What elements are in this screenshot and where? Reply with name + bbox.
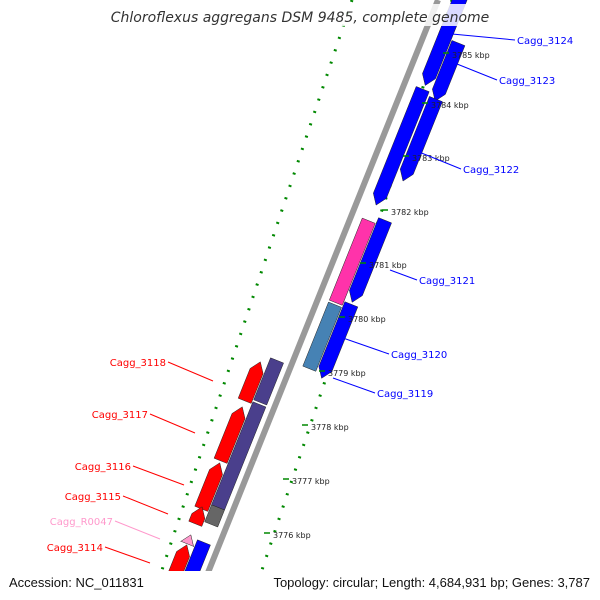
guide-dots-left [150, 0, 354, 600]
gene-feature-segment-9[interactable] [237, 361, 264, 404]
gene-feature-Cagg_3123[interactable] [432, 40, 466, 102]
tick-label: 3777 kbp [292, 477, 330, 486]
gene-feature-Cagg_3115[interactable] [204, 504, 225, 528]
gene-label-cagg_3116[interactable]: Cagg_3116 [75, 462, 131, 473]
accession-text: Accession: NC_011831 [9, 575, 144, 590]
leader-line [342, 337, 390, 355]
gene-label-cagg_3115[interactable]: Cagg_3115 [65, 492, 121, 503]
gene-feature-Cagg_3120[interactable] [302, 301, 342, 372]
leader-line [418, 151, 462, 170]
gene-label-cagg_3118[interactable]: Cagg_3118 [110, 358, 166, 369]
gene-label-cagg_3120[interactable]: Cagg_3120 [391, 350, 447, 361]
gene-label-cagg_3121[interactable]: Cagg_3121 [419, 276, 475, 287]
leader-line [149, 413, 196, 434]
gene-feature-segment-11[interactable] [213, 406, 246, 464]
leader-line [114, 520, 161, 540]
gene-feature-Cagg_3122[interactable] [373, 86, 430, 206]
gene-feature-segment-14[interactable] [188, 506, 206, 527]
gene-feature-Cagg_3121[interactable] [349, 217, 392, 303]
leader-line [104, 546, 151, 564]
leader-line [451, 33, 516, 41]
tick-label: 3781 kbp [369, 261, 407, 270]
gene-label-cagg_r0047[interactable]: Cagg_R0047 [50, 517, 113, 528]
leader-line [451, 61, 498, 81]
gene-feature-Cagg_R0047[interactable] [180, 534, 195, 548]
tick-label: 3784 kbp [431, 101, 469, 110]
tick-label: 3778 kbp [311, 423, 349, 432]
tick-label: 3780 kbp [348, 315, 386, 324]
tick-label: 3776 kbp [273, 531, 311, 540]
leader-line [122, 495, 169, 515]
tick-label: 3779 kbp [328, 369, 366, 378]
tick-label: 3785 kbp [452, 51, 490, 60]
kbp-ticks: 3785 kbp 3784 kbp 3783 kbp 3782 kbp 3781 kbp… [246, 51, 490, 594]
gene-feature-segment-3[interactable] [399, 96, 443, 182]
leader-line [389, 269, 418, 281]
tick-label: 3783 kbp [412, 154, 450, 163]
gene-labels: Cagg_3124 Cagg_3123 Cagg_3122 Cagg_3121 Cagg… [47, 33, 573, 564]
genome-summary-text: Topology: circular; Length: 4,684,931 bp… [273, 575, 590, 590]
gene-label-cagg_3117[interactable]: Cagg_3117 [92, 410, 148, 421]
map-title: Chloroflexus aggregans DSM 9485, complet… [111, 10, 490, 26]
gene-feature-segment-5[interactable] [328, 217, 376, 306]
gene-feature-Cagg_3118[interactable] [253, 357, 284, 406]
title-background [108, 4, 492, 26]
leader-line [167, 361, 214, 382]
gene-label-cagg_3123[interactable]: Cagg_3123 [499, 76, 555, 87]
gene-label-cagg_3124[interactable]: Cagg_3124 [517, 36, 573, 47]
footer-background [0, 571, 600, 600]
gene-label-cagg_3114[interactable]: Cagg_3114 [47, 543, 103, 554]
leader-line [132, 465, 185, 486]
tick-label: 3782 kbp [391, 208, 429, 217]
gene-features [162, 0, 468, 598]
gene-label-cagg_3119[interactable]: Cagg_3119 [377, 389, 433, 400]
leader-line [332, 377, 376, 394]
genome-backbone [194, 0, 441, 600]
gene-feature-Cagg_3119[interactable] [318, 301, 359, 379]
gene-label-cagg_3122[interactable]: Cagg_3122 [463, 165, 519, 176]
